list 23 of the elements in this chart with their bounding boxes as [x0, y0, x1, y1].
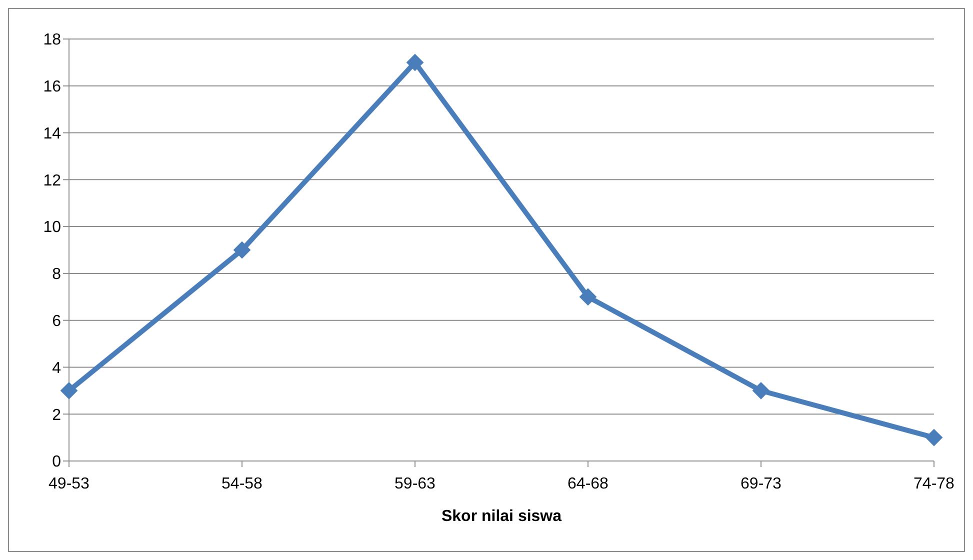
y-tick-label: 8: [52, 266, 62, 284]
y-tick-label: 6: [52, 313, 62, 330]
x-tick-label: 49-53: [48, 475, 90, 492]
x-tick-label: 54-58: [222, 475, 263, 492]
y-tick-label: 0: [52, 454, 62, 471]
x-tick-label: 64-68: [568, 475, 609, 492]
y-tick-label: 18: [43, 32, 62, 49]
y-tick-label: 16: [43, 78, 62, 96]
x-axis-title: Skor nilai siswa: [441, 508, 562, 525]
x-tick-label: 69-73: [740, 475, 782, 492]
point: [406, 54, 424, 71]
y-tick-label: 2: [52, 406, 62, 424]
point: [926, 429, 942, 446]
point: [234, 242, 250, 258]
point: [752, 382, 770, 400]
y-tick-label: 12: [43, 172, 62, 190]
y-tick-label: 4: [52, 360, 62, 377]
y-tick-label: 14: [43, 125, 62, 142]
x-tick-label: 74-78: [914, 475, 955, 492]
point: [60, 382, 78, 400]
point: [580, 288, 596, 306]
y-tick-label: 10: [43, 219, 62, 236]
x-tick-label: 59-63: [394, 475, 436, 492]
